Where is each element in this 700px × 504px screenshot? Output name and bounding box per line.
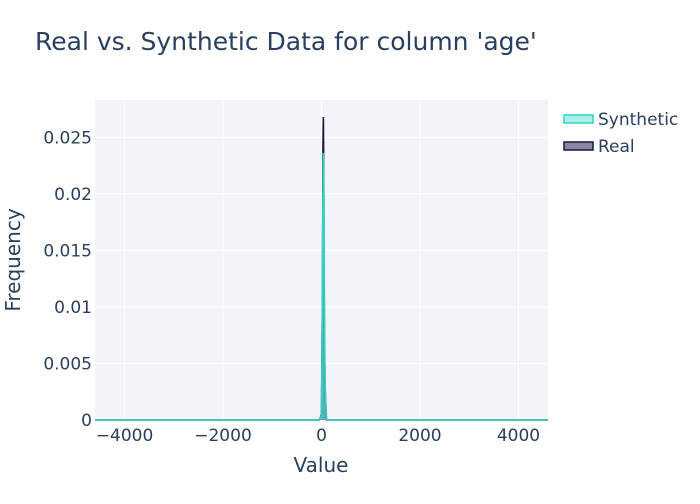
x-tick-label: −4000 xyxy=(96,426,154,446)
y-tick-label: 0.01 xyxy=(54,298,92,318)
x-tick-label: 4000 xyxy=(497,426,540,446)
y-tick-label: 0.005 xyxy=(43,354,92,374)
legend-label-real: Real xyxy=(598,137,635,157)
y-axis-ticks: 0 0.005 0.01 0.015 0.02 0.025 xyxy=(43,128,92,431)
y-tick-label: 0.015 xyxy=(43,241,92,261)
y-tick-label: 0.025 xyxy=(43,128,92,148)
legend-item-real[interactable]: Real xyxy=(563,137,635,157)
legend-label-synthetic: Synthetic xyxy=(598,110,678,130)
y-axis-label: Frequency xyxy=(1,208,25,311)
x-axis-ticks: −4000 −2000 0 2000 4000 xyxy=(96,426,540,446)
x-tick-label: 2000 xyxy=(398,426,441,446)
x-axis-label: Value xyxy=(294,453,349,477)
series-layer xyxy=(95,116,548,421)
legend-swatch-real xyxy=(563,141,594,151)
y-tick-label: 0.02 xyxy=(54,185,92,205)
x-tick-label: −2000 xyxy=(194,426,252,446)
chart-title: Real vs. Synthetic Data for column 'age' xyxy=(35,27,537,56)
legend-swatch-synthetic xyxy=(563,114,594,124)
y-tick-label: 0 xyxy=(81,411,92,431)
legend[interactable]: Synthetic Real xyxy=(563,110,678,157)
series-line-synthetic xyxy=(95,153,548,421)
legend-item-synthetic[interactable]: Synthetic xyxy=(563,110,678,130)
x-tick-label: 0 xyxy=(316,426,327,446)
